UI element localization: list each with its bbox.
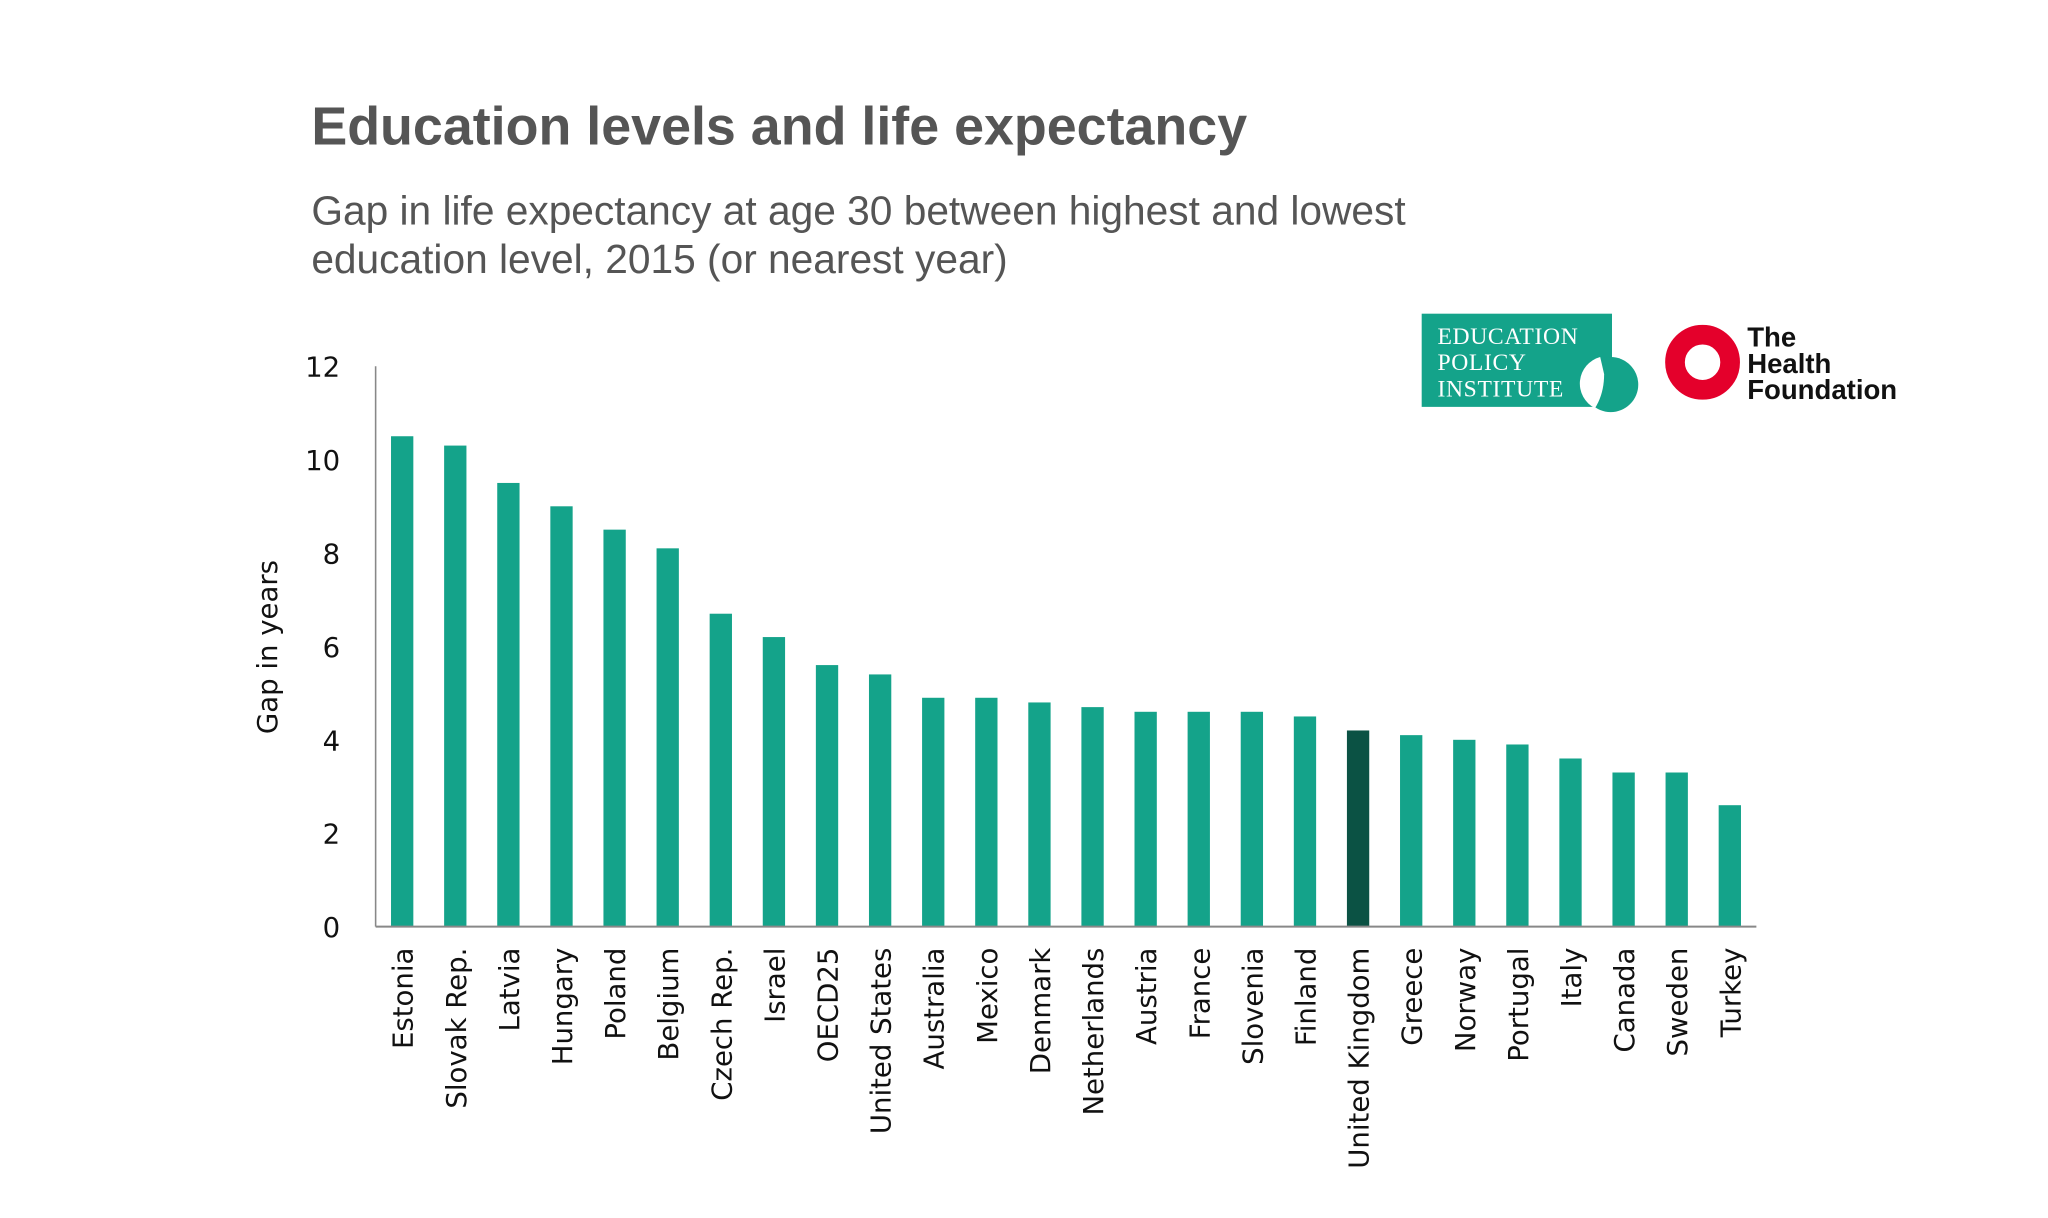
bar-portugal	[1506, 744, 1529, 927]
bar-italy	[1559, 758, 1582, 927]
x-tick-label: Latvia	[494, 948, 526, 1032]
x-tick-label: Estonia	[388, 948, 420, 1049]
x-tick-label: Mexico	[972, 948, 1004, 1044]
bar-slovenia	[1240, 711, 1264, 927]
bar-israel	[762, 637, 786, 927]
x-tick-label: Australia	[919, 948, 951, 1070]
x-tick-label: Greece	[1397, 948, 1429, 1046]
x-tick-label: France	[1184, 948, 1216, 1040]
y-tick-label: 4	[323, 725, 341, 757]
bar-austria	[1134, 711, 1157, 927]
x-tick-label: Portugal	[1503, 948, 1535, 1062]
bar-greece	[1400, 735, 1423, 927]
bar-australia	[922, 697, 945, 927]
y-tick-label: 8	[323, 539, 341, 571]
x-tick-label: Israel	[759, 948, 791, 1023]
x-tick-label: Sweden	[1662, 948, 1694, 1057]
y-tick-label: 2	[323, 819, 341, 851]
bar-sweden	[1665, 772, 1688, 927]
x-tick-label: Poland	[600, 948, 632, 1040]
bar-united-states	[868, 674, 892, 927]
bar-finland	[1293, 716, 1317, 927]
x-tick-label: Netherlands	[1078, 948, 1110, 1116]
bar-oecd25	[815, 665, 839, 927]
bar-latvia	[497, 482, 520, 927]
x-tick-label: Finland	[1290, 948, 1322, 1046]
health-foundation-logo: The Health Foundation	[1665, 322, 1897, 405]
hf-logo-line1: The	[1747, 322, 1796, 353]
bar-denmark	[1028, 702, 1051, 927]
x-tick-label: Italy	[1556, 948, 1588, 1008]
y-axis-label: Gap in years	[252, 560, 284, 734]
y-tick-label: 12	[305, 352, 340, 384]
bar-united-kingdom	[1346, 730, 1370, 927]
bar-turkey	[1718, 805, 1741, 927]
bar-hungary	[550, 506, 573, 927]
bar-norway	[1453, 739, 1476, 927]
x-tick-label: United States	[866, 948, 898, 1135]
bar-netherlands	[1081, 707, 1104, 927]
x-tick-label: Austria	[1131, 948, 1163, 1045]
chart-subtitle-line2: education level, 2015 (or nearest year)	[311, 236, 1007, 282]
bar-slovak-rep-	[444, 445, 467, 927]
x-tick-label: Slovenia	[1237, 948, 1269, 1065]
epi-logo: EDUCATION POLICY INSTITUTE	[1421, 313, 1639, 413]
bar-belgium	[656, 548, 679, 927]
x-tick-label: Hungary	[547, 948, 579, 1066]
bar-estonia	[391, 436, 414, 927]
x-tick-label: OECD25	[813, 948, 845, 1063]
chart-subtitle-line1: Gap in life expectancy at age 30 between…	[311, 187, 1405, 233]
x-tick-label: Canada	[1609, 948, 1641, 1053]
hf-logo-line2: Health	[1747, 348, 1831, 379]
epi-logo-line3: INSTITUTE	[1437, 376, 1564, 402]
chart-title: Education levels and life expectancy	[311, 96, 1247, 156]
x-tick-label: Norway	[1450, 948, 1482, 1053]
x-tick-label: United Kingdom	[1344, 948, 1376, 1169]
x-tick-label: Czech Rep.	[706, 948, 738, 1101]
bar-france	[1187, 711, 1210, 927]
bar-poland	[603, 529, 626, 927]
epi-logo-line2: POLICY	[1437, 350, 1526, 376]
y-tick-label: 10	[305, 445, 340, 477]
y-tick-label: 6	[323, 632, 341, 664]
hf-logo-line3: Foundation	[1747, 374, 1897, 405]
x-tick-label: Turkey	[1715, 948, 1747, 1039]
x-tick-label: Denmark	[1025, 948, 1057, 1075]
epi-logo-line1: EDUCATION	[1437, 324, 1578, 350]
bar-mexico	[975, 697, 998, 927]
bar-canada	[1612, 772, 1635, 927]
x-tick-label: Belgium	[653, 948, 685, 1061]
y-tick-label: 0	[323, 912, 341, 944]
x-tick-label: Slovak Rep.	[441, 948, 473, 1109]
bar-czech-rep-	[709, 613, 732, 927]
